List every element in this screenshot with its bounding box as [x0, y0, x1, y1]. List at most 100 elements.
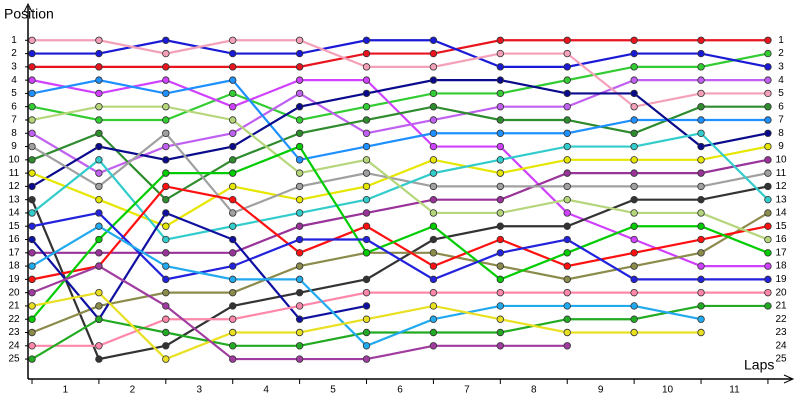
- point: [764, 142, 772, 151]
- point: [229, 169, 237, 177]
- point: [429, 302, 438, 310]
- point: [295, 76, 304, 84]
- point: [295, 182, 304, 191]
- point: [162, 288, 170, 297]
- series-line: [31, 131, 769, 215]
- point: [28, 49, 36, 58]
- y-tick-label-right: 19: [775, 274, 787, 285]
- point: [563, 102, 571, 111]
- point: [697, 315, 705, 323]
- point: [496, 49, 505, 58]
- series-line: [32, 158, 769, 254]
- point: [229, 315, 237, 323]
- point: [496, 36, 505, 44]
- point: [496, 195, 505, 204]
- point: [162, 342, 170, 350]
- y-tick-label-right: 20: [775, 287, 787, 298]
- y-tick-label-right: 14: [775, 208, 787, 219]
- point: [229, 49, 237, 58]
- y-tick-label-right: 3: [778, 61, 784, 72]
- y-tick-label: 20: [8, 287, 20, 298]
- point: [630, 262, 638, 270]
- point: [95, 129, 103, 137]
- y-tick-label-right: 5: [778, 88, 784, 99]
- x-tick-label: 9: [598, 385, 604, 396]
- point: [362, 302, 371, 310]
- point: [429, 142, 438, 151]
- point: [95, 235, 103, 244]
- point: [496, 315, 505, 323]
- series-line: [31, 212, 769, 334]
- point: [563, 328, 571, 337]
- point: [295, 315, 304, 323]
- y-tick-label: 24: [8, 340, 20, 351]
- point: [630, 89, 638, 98]
- point: [496, 235, 505, 244]
- point: [697, 129, 705, 137]
- point: [697, 156, 705, 164]
- point: [362, 182, 371, 191]
- point: [162, 129, 170, 137]
- y-tick-label: 13: [8, 194, 20, 205]
- point: [162, 209, 170, 217]
- point: [95, 49, 103, 58]
- point: [28, 182, 36, 191]
- point: [563, 275, 571, 284]
- point: [362, 36, 371, 44]
- point: [28, 315, 36, 323]
- point: [429, 195, 438, 204]
- point: [362, 49, 371, 58]
- y-tick-label: 2: [11, 48, 17, 59]
- point: [362, 235, 371, 244]
- point: [496, 328, 505, 337]
- point: [630, 328, 638, 337]
- point: [697, 169, 705, 177]
- point: [229, 328, 237, 337]
- point: [429, 262, 438, 270]
- y-tick-label-right: 1: [778, 35, 784, 46]
- point: [630, 142, 638, 151]
- point: [229, 89, 237, 98]
- point: [496, 182, 505, 191]
- point: [563, 315, 571, 323]
- point: [429, 235, 438, 244]
- point: [630, 129, 638, 137]
- point: [229, 355, 237, 363]
- point: [95, 302, 103, 310]
- point: [162, 102, 170, 111]
- point: [362, 288, 371, 297]
- y-tick-label-right: 17: [775, 247, 787, 258]
- point: [229, 129, 237, 137]
- point: [28, 195, 36, 204]
- point: [28, 302, 36, 310]
- point: [697, 89, 705, 98]
- point: [162, 235, 170, 244]
- point: [764, 49, 772, 58]
- point: [697, 182, 705, 191]
- point: [563, 156, 571, 164]
- series-line: [32, 39, 769, 68]
- point: [28, 275, 36, 284]
- point: [764, 195, 772, 204]
- point: [563, 182, 571, 191]
- point: [630, 195, 638, 204]
- series-line: [31, 79, 769, 188]
- point: [229, 102, 237, 111]
- point: [162, 262, 170, 270]
- point: [429, 209, 438, 217]
- point: [630, 76, 638, 84]
- point: [229, 195, 237, 204]
- point: [764, 156, 772, 164]
- series-line: [31, 145, 769, 228]
- point: [229, 222, 237, 230]
- point: [162, 116, 170, 124]
- point: [429, 328, 438, 337]
- y-tick-label-right: 24: [775, 340, 787, 351]
- point: [563, 49, 571, 58]
- point: [162, 156, 170, 164]
- point: [229, 182, 237, 191]
- point: [630, 182, 638, 191]
- point: [229, 262, 237, 270]
- point: [28, 116, 36, 124]
- y-tick-label: 17: [8, 247, 20, 258]
